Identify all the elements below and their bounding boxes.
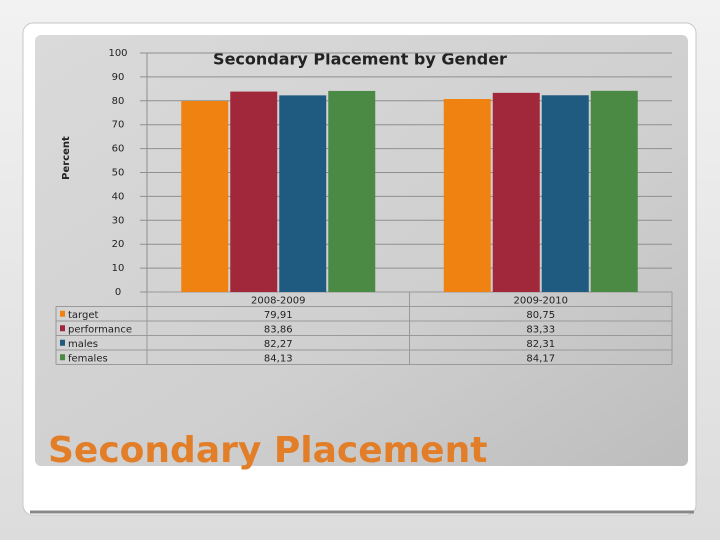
y-tick-label: 80 [112, 96, 125, 107]
y-axis-label: Percent [61, 136, 72, 180]
data-label: 82,27 [264, 339, 293, 350]
y-tick-label: 40 [112, 191, 125, 202]
y-tick-label: 10 [112, 263, 125, 274]
legend-marker [60, 354, 65, 361]
y-tick-label: 90 [112, 72, 125, 83]
y-tick-label: 60 [112, 144, 125, 155]
x-tick-label: 2008-2009 [251, 295, 306, 306]
legend-label: target [68, 310, 98, 321]
bar [230, 91, 278, 292]
bar [443, 99, 491, 292]
legend-label: females [68, 353, 108, 364]
legend-label: males [68, 339, 98, 350]
data-label: 83,33 [526, 324, 555, 335]
bar [279, 95, 327, 293]
data-label: 80,75 [526, 310, 555, 321]
legend-marker [60, 339, 65, 346]
data-label: 84,17 [526, 353, 555, 364]
legend-marker [60, 325, 65, 332]
plot: 0 10 20 30 40 50 60 70 80 90 100 2008-2009 79,91 83,8… [55, 48, 673, 365]
chart-title: Secondary Placement by Gender [213, 50, 507, 69]
legend-label: performance [68, 324, 132, 335]
bar [492, 92, 540, 292]
data-label: 84,13 [264, 353, 293, 364]
slide-title: Secondary Placement [48, 430, 487, 471]
data-label: 82,31 [526, 339, 555, 350]
x-tick-label: 2009-2010 [513, 295, 568, 306]
bar [328, 90, 376, 293]
y-tick-label: 0 [115, 287, 121, 298]
y-tick-label: 30 [112, 215, 125, 226]
legend-marker [60, 310, 65, 317]
data-label: 83,86 [264, 324, 293, 335]
data-label: 79,91 [264, 310, 293, 321]
y-tick-label: 20 [112, 239, 125, 250]
y-tick-label: 100 [108, 48, 127, 59]
bar [541, 95, 589, 292]
bar [181, 101, 229, 292]
bar [590, 90, 638, 292]
y-tick-label: 70 [112, 120, 125, 131]
y-tick-label: 50 [112, 168, 125, 179]
